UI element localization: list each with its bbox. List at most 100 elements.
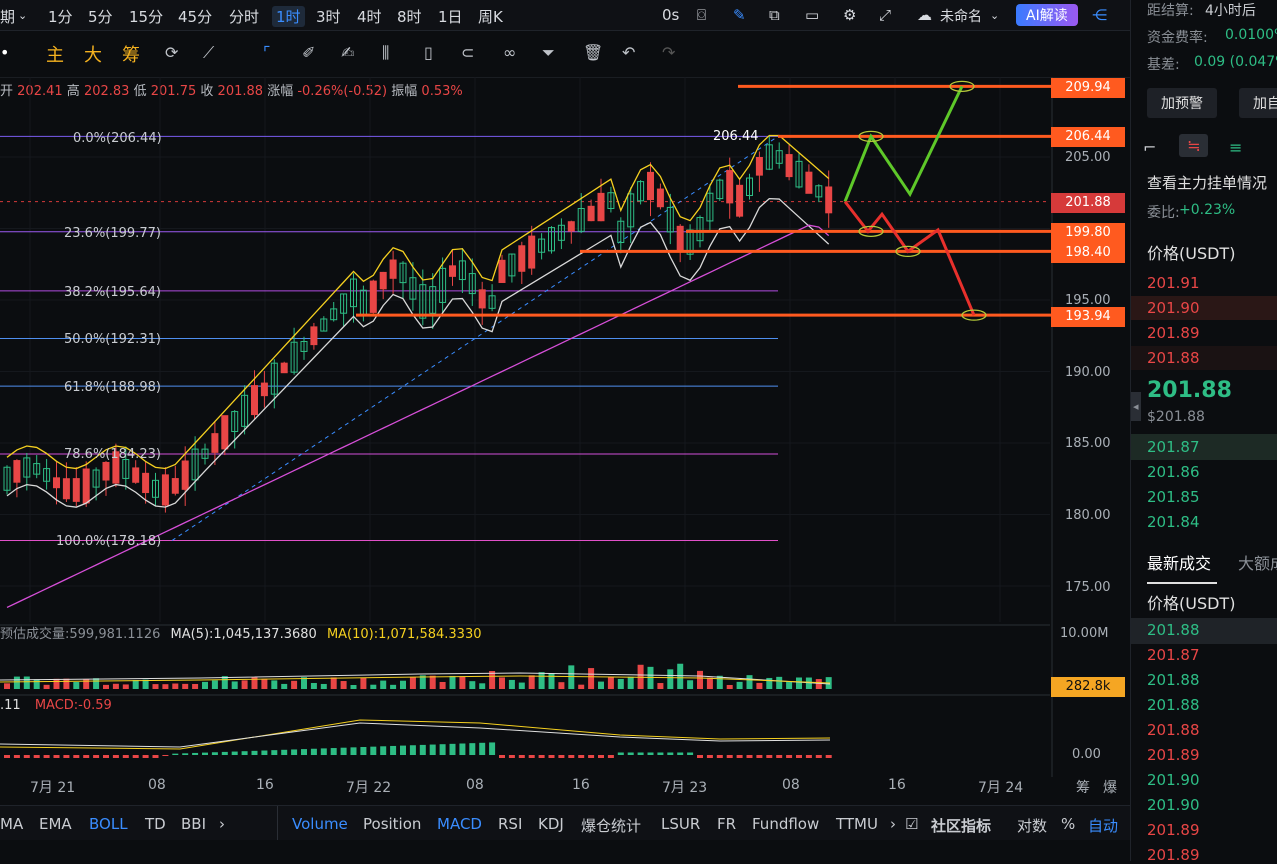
chips-button[interactable]: 筹 xyxy=(122,45,140,66)
period-label[interactable]: 期 xyxy=(0,8,16,26)
volume-bar xyxy=(726,684,733,689)
volume-bar xyxy=(330,677,337,689)
camera-icon[interactable]: ⌼ xyxy=(697,6,707,24)
magnet-icon[interactable]: ⊂ xyxy=(461,43,475,62)
indicator-volume[interactable]: Volume xyxy=(292,815,348,833)
candle-body xyxy=(647,171,654,201)
basis-value: 0.09 (0.047%) xyxy=(1194,54,1277,70)
cursor-icon[interactable]: ⌜ xyxy=(263,43,271,62)
ask-price[interactable]: 201.89 xyxy=(1147,324,1200,342)
macd-bar xyxy=(647,752,654,755)
tab-large-trades[interactable]: 大额成 xyxy=(1238,554,1277,573)
ruler-icon[interactable]: ✐ xyxy=(302,43,316,62)
add-watch-button[interactable]: 加自 xyxy=(1239,88,1277,118)
orderbook-both-icon[interactable]: ⌐ xyxy=(1143,138,1157,157)
undo-icon[interactable]: ↶ xyxy=(622,43,636,62)
close-value: 201.88 xyxy=(217,84,264,99)
redo-icon[interactable]: ↷ xyxy=(662,43,676,62)
community-indicators[interactable]: 社区指标 xyxy=(931,817,992,835)
candle-body xyxy=(191,448,199,481)
trend-tool-icon[interactable]: ⟋ xyxy=(203,43,215,62)
chevron-right-icon[interactable]: › xyxy=(219,815,225,833)
bid-price[interactable]: 201.86 xyxy=(1147,463,1200,481)
timeframe-1m[interactable]: 1分 xyxy=(48,8,73,26)
chips-toggle[interactable]: 筹 xyxy=(1076,780,1090,796)
candle-body xyxy=(132,467,140,483)
indicator-ma[interactable]: MA xyxy=(0,815,24,833)
edit-indicator-icon[interactable]: ☑ xyxy=(905,815,919,833)
indicator-kdj[interactable]: KDJ xyxy=(538,815,564,833)
liquidation-toggle[interactable]: 爆 xyxy=(1103,780,1117,796)
ai-explain-button[interactable]: AI解读 xyxy=(1016,4,1078,26)
candles-icon[interactable]: ⫼ xyxy=(382,43,390,62)
indicator-boll[interactable]: BOLL xyxy=(89,815,128,833)
indicator-macd[interactable]: MACD xyxy=(437,815,482,833)
timeframe-week[interactable]: 周K xyxy=(478,8,503,26)
ask-price[interactable]: 201.90 xyxy=(1147,299,1200,317)
timeframe-1h[interactable]: 1时 xyxy=(272,6,305,27)
note-icon[interactable]: ▯ xyxy=(424,43,433,62)
expand-icon[interactable]: ⤢ xyxy=(879,6,892,24)
indicator-fundflow[interactable]: Fundflow xyxy=(752,815,820,833)
chevron-right-icon[interactable]: › xyxy=(890,815,896,833)
orderbook-asks-icon[interactable]: ≡ xyxy=(1229,138,1243,157)
filter-icon[interactable]: ⏷ xyxy=(542,43,555,62)
indicator-bbi[interactable]: BBI xyxy=(181,815,207,833)
brush-icon[interactable]: ✍ xyxy=(341,43,355,62)
bid-price[interactable]: 201.87 xyxy=(1147,438,1200,456)
settings-icon[interactable]: ⚙ xyxy=(843,6,857,24)
layout-name[interactable]: 未命名 xyxy=(940,9,982,25)
percent-scale-toggle[interactable]: % xyxy=(1061,815,1076,833)
amplitude-value: 0.53% xyxy=(421,84,463,99)
volume-bar xyxy=(558,682,565,689)
log-scale-toggle[interactable]: 对数 xyxy=(1017,817,1048,835)
main-orders-link[interactable]: 查看主力挂单情况 xyxy=(1147,174,1268,192)
chevron-down-icon[interactable]: ⌄ xyxy=(18,9,28,22)
ask-price[interactable]: 201.88 xyxy=(1147,349,1200,367)
macd-bar xyxy=(825,755,832,758)
cloud-icon[interactable]: ☁ xyxy=(917,6,932,24)
bid-price[interactable]: 201.85 xyxy=(1147,488,1200,506)
indicator-position[interactable]: Position xyxy=(363,815,422,833)
timeframe-timeshare[interactable]: 分时 xyxy=(229,8,260,26)
bid-price[interactable]: 201.84 xyxy=(1147,513,1200,531)
timeframe-8h[interactable]: 8时 xyxy=(397,8,422,26)
share-icon[interactable]: ⋲ xyxy=(1092,6,1107,24)
timeframe-1d[interactable]: 1日 xyxy=(438,8,463,26)
target-marker xyxy=(961,309,987,321)
main-force-button[interactable]: 主 xyxy=(46,45,64,66)
add-alert-button[interactable]: 加预警 xyxy=(1147,88,1217,118)
indicator-rsi[interactable]: RSI xyxy=(498,815,523,833)
indicator-ttmu[interactable]: TTMU xyxy=(836,815,878,833)
timeframe-4h[interactable]: 4时 xyxy=(357,8,382,26)
timeframe-15m[interactable]: 15分 xyxy=(129,8,164,26)
indicator-fr[interactable]: FR xyxy=(717,815,737,833)
timeframe-5m[interactable]: 5分 xyxy=(88,8,113,26)
sync-icon[interactable]: ⟳ xyxy=(165,43,179,62)
timeframe-3h[interactable]: 3时 xyxy=(316,8,341,26)
indicator-ema[interactable]: EMA xyxy=(39,815,72,833)
collapse-panel-icon[interactable]: ◂ xyxy=(1131,392,1141,421)
indicator-lsur[interactable]: LSUR xyxy=(661,815,701,833)
indicator-td[interactable]: TD xyxy=(145,815,166,833)
indicator-liquidation[interactable]: 爆仓统计 xyxy=(581,817,642,835)
ask-price[interactable]: 201.91 xyxy=(1147,274,1200,292)
macd-bar xyxy=(83,755,90,758)
macd-bar xyxy=(796,755,802,758)
candle-body xyxy=(72,478,80,502)
volume-bar xyxy=(479,683,486,689)
candle-body xyxy=(231,411,239,433)
chevron-down-icon[interactable]: ⌄ xyxy=(990,9,1000,22)
price-chart[interactable] xyxy=(0,77,1130,777)
trash-icon[interactable]: 🗑 xyxy=(583,43,604,62)
fullscreen-window-icon[interactable]: ▭ xyxy=(805,6,820,24)
timeframe-45m[interactable]: 45分 xyxy=(178,8,213,26)
tab-latest-trades[interactable]: 最新成交 xyxy=(1147,554,1212,573)
orderbook-bids-icon[interactable]: ≒ xyxy=(1179,134,1209,157)
large-order-button[interactable]: 大 xyxy=(84,45,102,66)
candle-body xyxy=(577,208,585,232)
image-icon[interactable]: ⧉ xyxy=(769,6,780,24)
pen-icon[interactable]: ✎ xyxy=(733,6,746,24)
auto-scale-toggle[interactable]: 自动 xyxy=(1088,817,1119,835)
link-icon[interactable]: ∞ xyxy=(503,43,517,62)
